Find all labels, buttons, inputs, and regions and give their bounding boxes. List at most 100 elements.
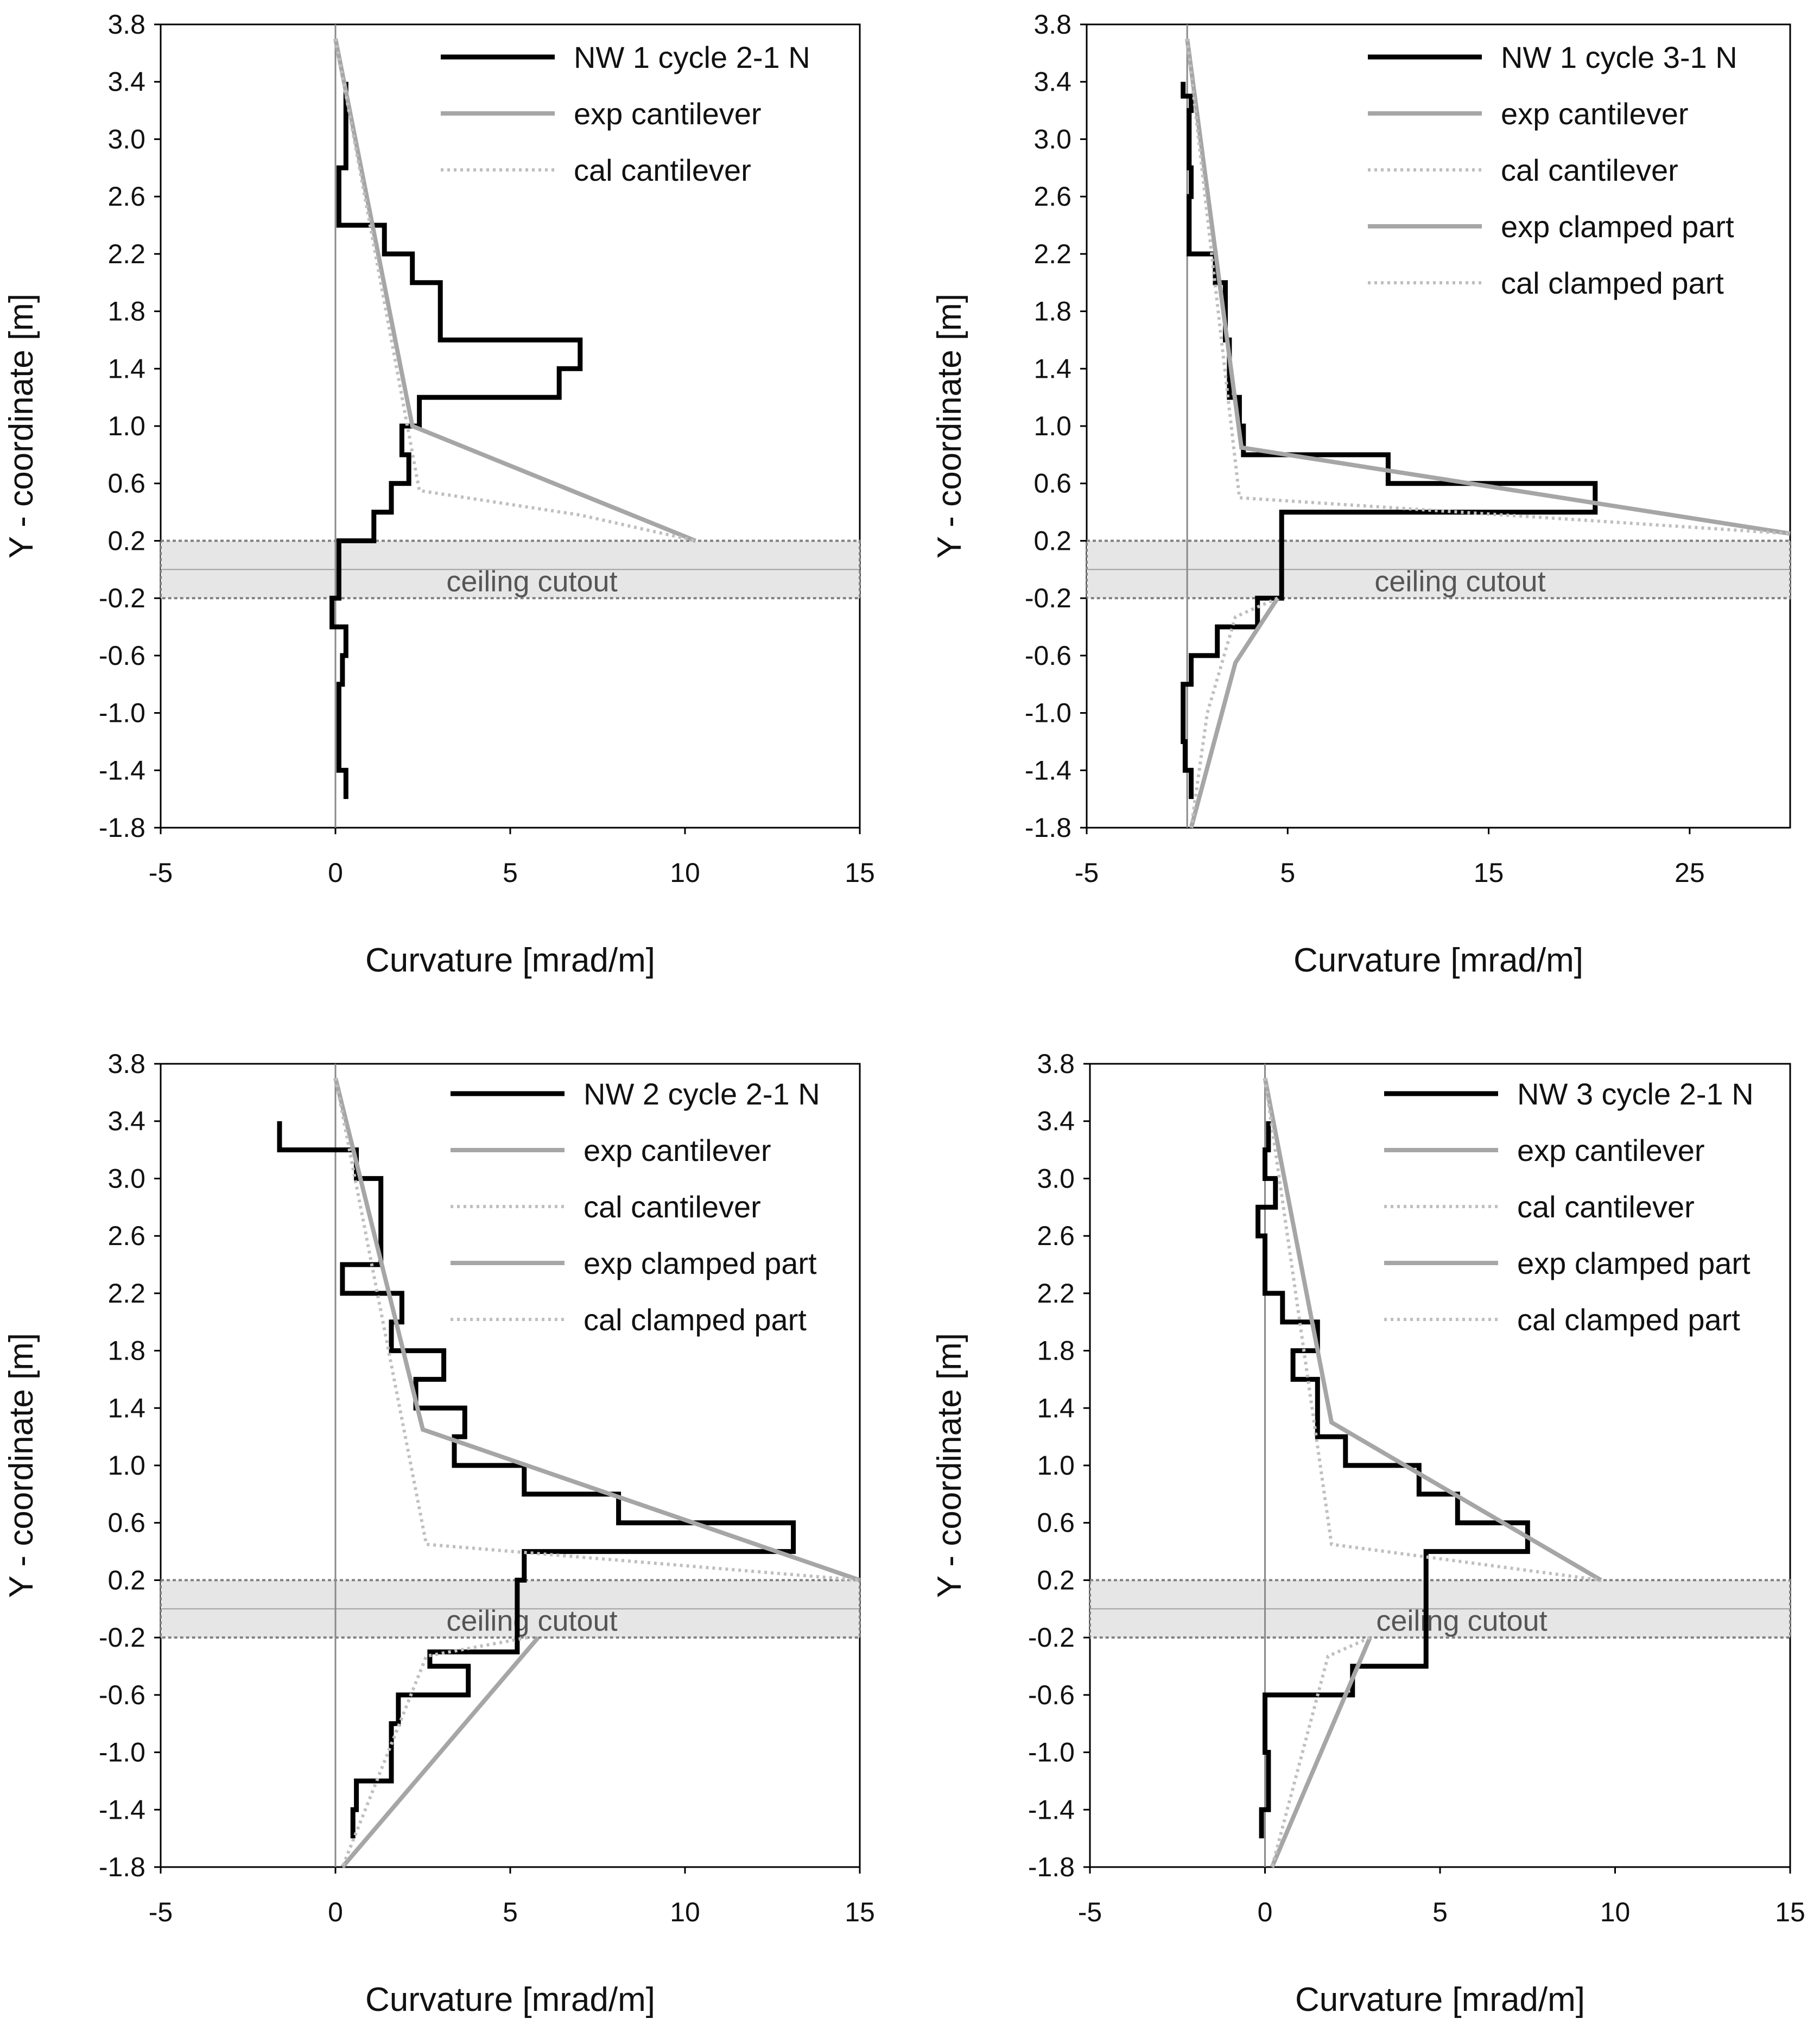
series-line-1: [277, 1121, 796, 1839]
y-tick-label: -1.4: [99, 755, 145, 785]
y-tick-label: 2.2: [107, 239, 145, 269]
x-axis-title: Curvature [mrad/m]: [1293, 942, 1583, 979]
x-tick-label: -5: [1078, 1897, 1102, 1927]
y-tick-label: 0.2: [1037, 1565, 1075, 1595]
y-tick-label: -0.6: [1028, 1680, 1075, 1710]
y-tick-label: 0.6: [107, 1508, 145, 1538]
x-tick-label: 25: [1675, 858, 1705, 888]
series-line-1: [1255, 1121, 1530, 1839]
y-tick-label: -1.4: [1028, 1794, 1075, 1825]
legend-label: cal cantilever: [1517, 1190, 1695, 1224]
y-tick-label: 0.6: [107, 468, 145, 499]
y-tick-label: 2.2: [1033, 239, 1071, 269]
y-tick-label: 3.4: [107, 67, 145, 97]
legend-label: exp clamped part: [1501, 210, 1734, 244]
y-tick-label: 3.8: [1033, 9, 1071, 40]
series-line-5: [1270, 1636, 1371, 1868]
series-line-2: [1185, 38, 1791, 536]
y-tick-label: 0.6: [1037, 1508, 1075, 1538]
y-axis-title: Y - coordinate [m]: [931, 1333, 968, 1598]
x-tick-label: -5: [1075, 858, 1099, 888]
y-tick-label: -1.8: [99, 812, 145, 843]
series-line-3: [1263, 1077, 1602, 1582]
y-tick-label: -0.2: [99, 583, 145, 613]
y-tick-label: 1.8: [107, 1336, 145, 1366]
x-tick-label: 0: [1258, 1897, 1273, 1927]
y-tick-label: -1.0: [1025, 698, 1071, 728]
y-tick-label: -1.4: [1025, 755, 1071, 785]
x-tick-label: 10: [1600, 1897, 1631, 1927]
y-tick-label: 1.8: [1037, 1336, 1075, 1366]
y-tick-label: -1.0: [99, 698, 145, 728]
x-tick-label: 0: [328, 1897, 343, 1927]
y-tick-label: 1.8: [1033, 296, 1071, 327]
ceiling-cutout-label: ceiling cutout: [1374, 565, 1545, 598]
y-tick-label: 3.0: [1037, 1163, 1075, 1194]
legend-label: cal cantilever: [1501, 153, 1678, 187]
x-tick-label: 10: [670, 1897, 700, 1927]
y-tick-label: 3.8: [107, 1049, 145, 1079]
series-line-2: [1263, 1077, 1602, 1582]
y-tick-label: -0.6: [1025, 640, 1071, 671]
x-tick-label: 5: [503, 1897, 518, 1927]
series-line-5: [1189, 596, 1279, 828]
series-line-2: [333, 1077, 861, 1583]
y-tick-label: 1.8: [107, 296, 145, 327]
plot-frame: [1086, 23, 1791, 829]
x-tick-label: -5: [149, 1897, 173, 1927]
y-tick-label: 1.0: [107, 1450, 145, 1481]
legend-label: cal clamped part: [584, 1303, 807, 1337]
legend-label: NW 1 cycle 2-1 N: [574, 40, 810, 74]
series-line-4: [1189, 596, 1280, 829]
y-tick-label: 1.4: [107, 1393, 145, 1423]
legend-label: NW 3 cycle 2-1 N: [1517, 1077, 1754, 1111]
y-tick-label: 1.0: [1033, 411, 1071, 441]
y-tick-label: 3.4: [1037, 1106, 1075, 1137]
plot-frame: [1089, 1063, 1791, 1868]
x-tick-label: 15: [1775, 1897, 1805, 1927]
plot-frame: [160, 23, 861, 829]
y-tick-label: 3.4: [107, 1106, 145, 1137]
legend-label: exp clamped part: [1517, 1246, 1751, 1280]
y-tick-label: -1.4: [99, 1794, 145, 1825]
ceiling-cutout-label: ceiling cutout: [446, 1604, 617, 1637]
x-axis-title: Curvature [mrad/m]: [1295, 1981, 1585, 2018]
x-axis-title: Curvature [mrad/m]: [365, 1981, 655, 2018]
y-tick-label: 1.0: [1037, 1450, 1075, 1481]
y-tick-label: 3.0: [107, 1163, 145, 1194]
series-line-1: [1181, 81, 1598, 799]
y-tick-label: -1.8: [1028, 1852, 1075, 1882]
series-line-4: [340, 1636, 540, 1869]
y-tick-label: -0.2: [99, 1622, 145, 1653]
legend-label: cal cantilever: [574, 153, 751, 187]
x-axis-title: Curvature [mrad/m]: [365, 942, 655, 979]
legend-label: cal cantilever: [584, 1190, 761, 1224]
y-tick-label: 1.4: [1037, 1393, 1075, 1423]
series-line-1: [329, 81, 583, 799]
chart-panel-3: ceiling cutout 3.8 3.4 3.0 2.6 2.2 1.8 1.4 1.0 0.…: [3, 1049, 875, 2018]
series-line-3: [334, 38, 696, 543]
y-tick-label: -0.6: [99, 640, 145, 671]
legend-label: exp cantilever: [574, 97, 762, 131]
y-tick-label: 3.8: [1037, 1049, 1075, 1079]
y-tick-label: 1.4: [1033, 353, 1071, 384]
y-tick-label: 2.6: [107, 181, 145, 212]
series-line-3: [334, 1077, 860, 1582]
x-tick-label: 15: [1474, 858, 1504, 888]
y-tick-label: -0.2: [1025, 583, 1071, 613]
y-axis-title: Y - coordinate [m]: [931, 294, 968, 558]
y-tick-label: 0.2: [107, 525, 145, 556]
legend-label: NW 2 cycle 2-1 N: [584, 1077, 820, 1111]
series-line-2: [333, 38, 696, 543]
y-tick-label: -1.0: [1028, 1737, 1075, 1768]
legend-label: exp cantilever: [584, 1133, 771, 1167]
y-axis-title: Y - coordinate [m]: [3, 1333, 40, 1598]
ceiling-cutout-label: ceiling cutout: [1376, 1604, 1547, 1637]
legend-label: NW 1 cycle 3-1 N: [1501, 40, 1737, 74]
y-tick-label: 0.2: [1033, 525, 1071, 556]
y-tick-label: -0.2: [1028, 1622, 1075, 1653]
y-tick-label: 0.6: [1033, 468, 1071, 499]
y-tick-label: 3.8: [107, 9, 145, 40]
y-tick-label: -0.6: [99, 1680, 145, 1710]
